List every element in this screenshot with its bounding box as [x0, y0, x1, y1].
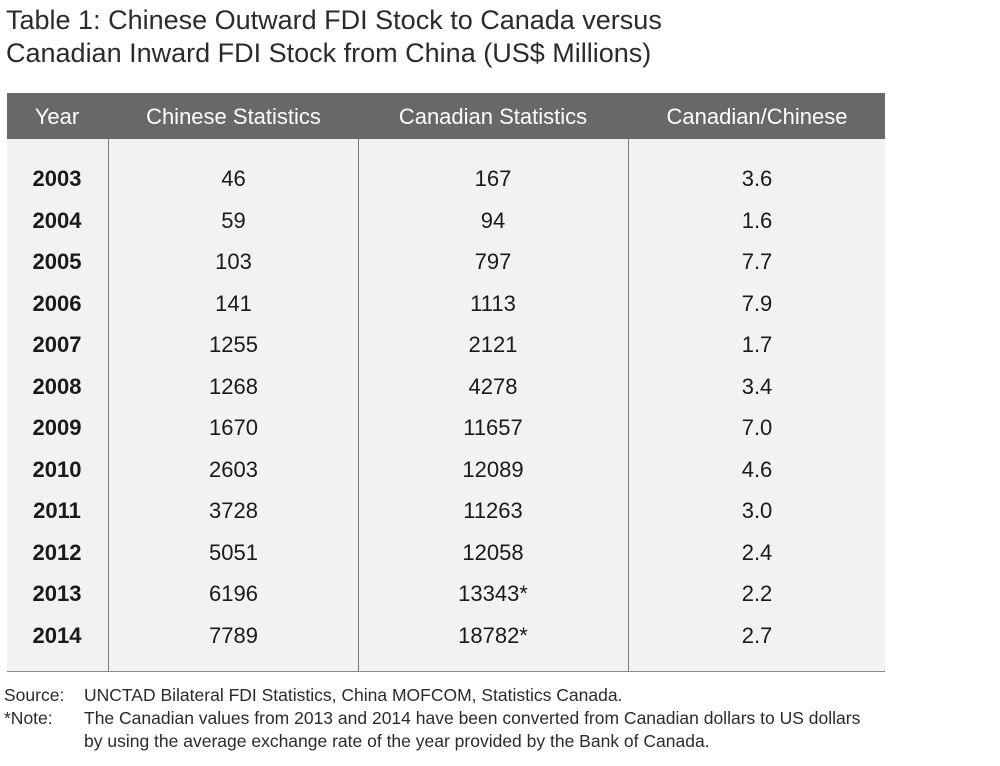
chinese-value-cell: 1268 [209, 373, 258, 399]
canadian-value-cell: 4278 [468, 373, 518, 399]
canadian-value-cell: 11657 [463, 415, 523, 440]
table-row: 2009 1670 11657 7.0 [7, 407, 885, 449]
year-cell: 2011 [33, 498, 81, 523]
canadian-value-cell: 11263 [463, 498, 523, 523]
source-label: Source: [4, 685, 65, 705]
table-row: 2007 1255 2121 1.7 [7, 324, 885, 366]
chinese-value-cell: 6196 [209, 581, 258, 606]
table-row: 2006 141 1113 7.9 [7, 283, 885, 325]
footnote-text-line-2: by using the average exchange rate of th… [84, 731, 710, 751]
table-row: 2003 46 167 3.6 [7, 158, 885, 200]
table-row: 2005 103 797 7.7 [7, 241, 885, 283]
canadian-value-cell: 13343* [458, 581, 528, 606]
year-cell: 2004 [32, 207, 82, 233]
table-row: 2013 6196 13343* 2.2 [7, 573, 885, 615]
ratio-cell: 2.2 [741, 581, 773, 606]
footnote-continuation: by using the average exchange rate of th… [4, 730, 998, 753]
canadian-value-cell: 2121 [468, 332, 518, 357]
header-canadian-statistics: Canadian Statistics [398, 104, 588, 129]
table-row: 2010 2603 12089 4.6 [7, 449, 885, 491]
table-row: 2014 7789 18782* 2.7 [7, 615, 885, 657]
table-footnotes: Source: UNCTAD Bilateral FDI Statistics,… [4, 684, 998, 753]
ratio-cell: 3.0 [741, 498, 773, 523]
chinese-value-cell: 3728 [209, 498, 258, 523]
title-line-2: Canadian Inward FDI Stock from China (US… [6, 38, 652, 68]
chinese-value-cell: 141 [215, 290, 252, 316]
year-cell: 2014 [32, 622, 82, 648]
canadian-value-cell: 1113 [470, 290, 516, 316]
source-note: Source: UNCTAD Bilateral FDI Statistics,… [4, 684, 998, 707]
year-cell: 2009 [32, 415, 82, 440]
header-chinese-statistics: Chinese Statistics [146, 104, 321, 129]
ratio-cell: 3.6 [741, 166, 773, 191]
footnote-label: *Note: [4, 708, 53, 728]
canadian-value-cell: 94 [480, 207, 506, 233]
table-title: Table 1: Chinese Outward FDI Stock to Ca… [6, 4, 986, 70]
ratio-cell: 4.6 [741, 456, 773, 482]
year-cell: 2003 [32, 166, 82, 191]
chinese-value-cell: 7789 [209, 622, 258, 648]
header-year: Year [34, 104, 80, 129]
ratio-cell: 7.9 [741, 290, 773, 316]
column-divider [628, 139, 629, 671]
year-cell: 2005 [32, 249, 82, 274]
chinese-value-cell: 59 [221, 207, 246, 233]
ratio-cell: 2.7 [741, 622, 773, 648]
footnote: *Note: The Canadian values from 2013 and… [4, 707, 998, 730]
table-row: 2011 3728 11263 3.0 [7, 490, 885, 532]
chinese-value-cell: 46 [221, 166, 246, 191]
table-row: 2004 59 94 1.6 [7, 200, 885, 242]
chinese-value-cell: 103 [215, 249, 252, 274]
footnote-text-line-1: The Canadian values from 2013 and 2014 h… [84, 708, 861, 728]
table-row: 2012 5051 12058 2.4 [7, 532, 885, 574]
header-ratio: Canadian/Chinese [666, 104, 848, 129]
canadian-value-cell: 12058 [462, 539, 524, 565]
year-cell: 2010 [32, 456, 82, 482]
canadian-value-cell: 797 [474, 249, 512, 274]
year-cell: 2013 [32, 581, 82, 606]
ratio-cell: 1.6 [741, 207, 773, 233]
chinese-value-cell: 1255 [209, 332, 258, 357]
canadian-value-cell: 18782* [458, 622, 528, 648]
source-text: UNCTAD Bilateral FDI Statistics, China M… [84, 685, 623, 705]
title-line-1: Table 1: Chinese Outward FDI Stock to Ca… [6, 5, 662, 35]
ratio-cell: 7.7 [741, 249, 773, 274]
ratio-cell: 7.0 [741, 415, 773, 440]
chinese-value-cell: 5051 [209, 539, 258, 565]
table-body: 2003 46 167 3.6 2004 59 94 1.6 2005 103 … [7, 158, 885, 656]
chinese-value-cell: 1670 [209, 415, 258, 440]
canadian-value-cell: 12089 [462, 456, 524, 482]
chinese-value-cell: 2603 [209, 456, 258, 482]
ratio-cell: 2.4 [741, 539, 773, 565]
table-row: 2008 1268 4278 3.4 [7, 366, 885, 408]
column-divider [108, 139, 109, 671]
year-cell: 2008 [32, 373, 82, 399]
year-cell: 2006 [32, 290, 82, 316]
canadian-value-cell: 167 [474, 166, 512, 191]
column-divider [358, 139, 359, 671]
ratio-cell: 3.4 [741, 373, 773, 399]
year-cell: 2007 [32, 332, 82, 357]
ratio-cell: 1.7 [741, 332, 773, 357]
table-header: Year Chinese Statistics Canadian Statist… [7, 93, 885, 139]
year-cell: 2012 [32, 539, 82, 565]
fdi-table: Year Chinese Statistics Canadian Statist… [7, 93, 885, 672]
